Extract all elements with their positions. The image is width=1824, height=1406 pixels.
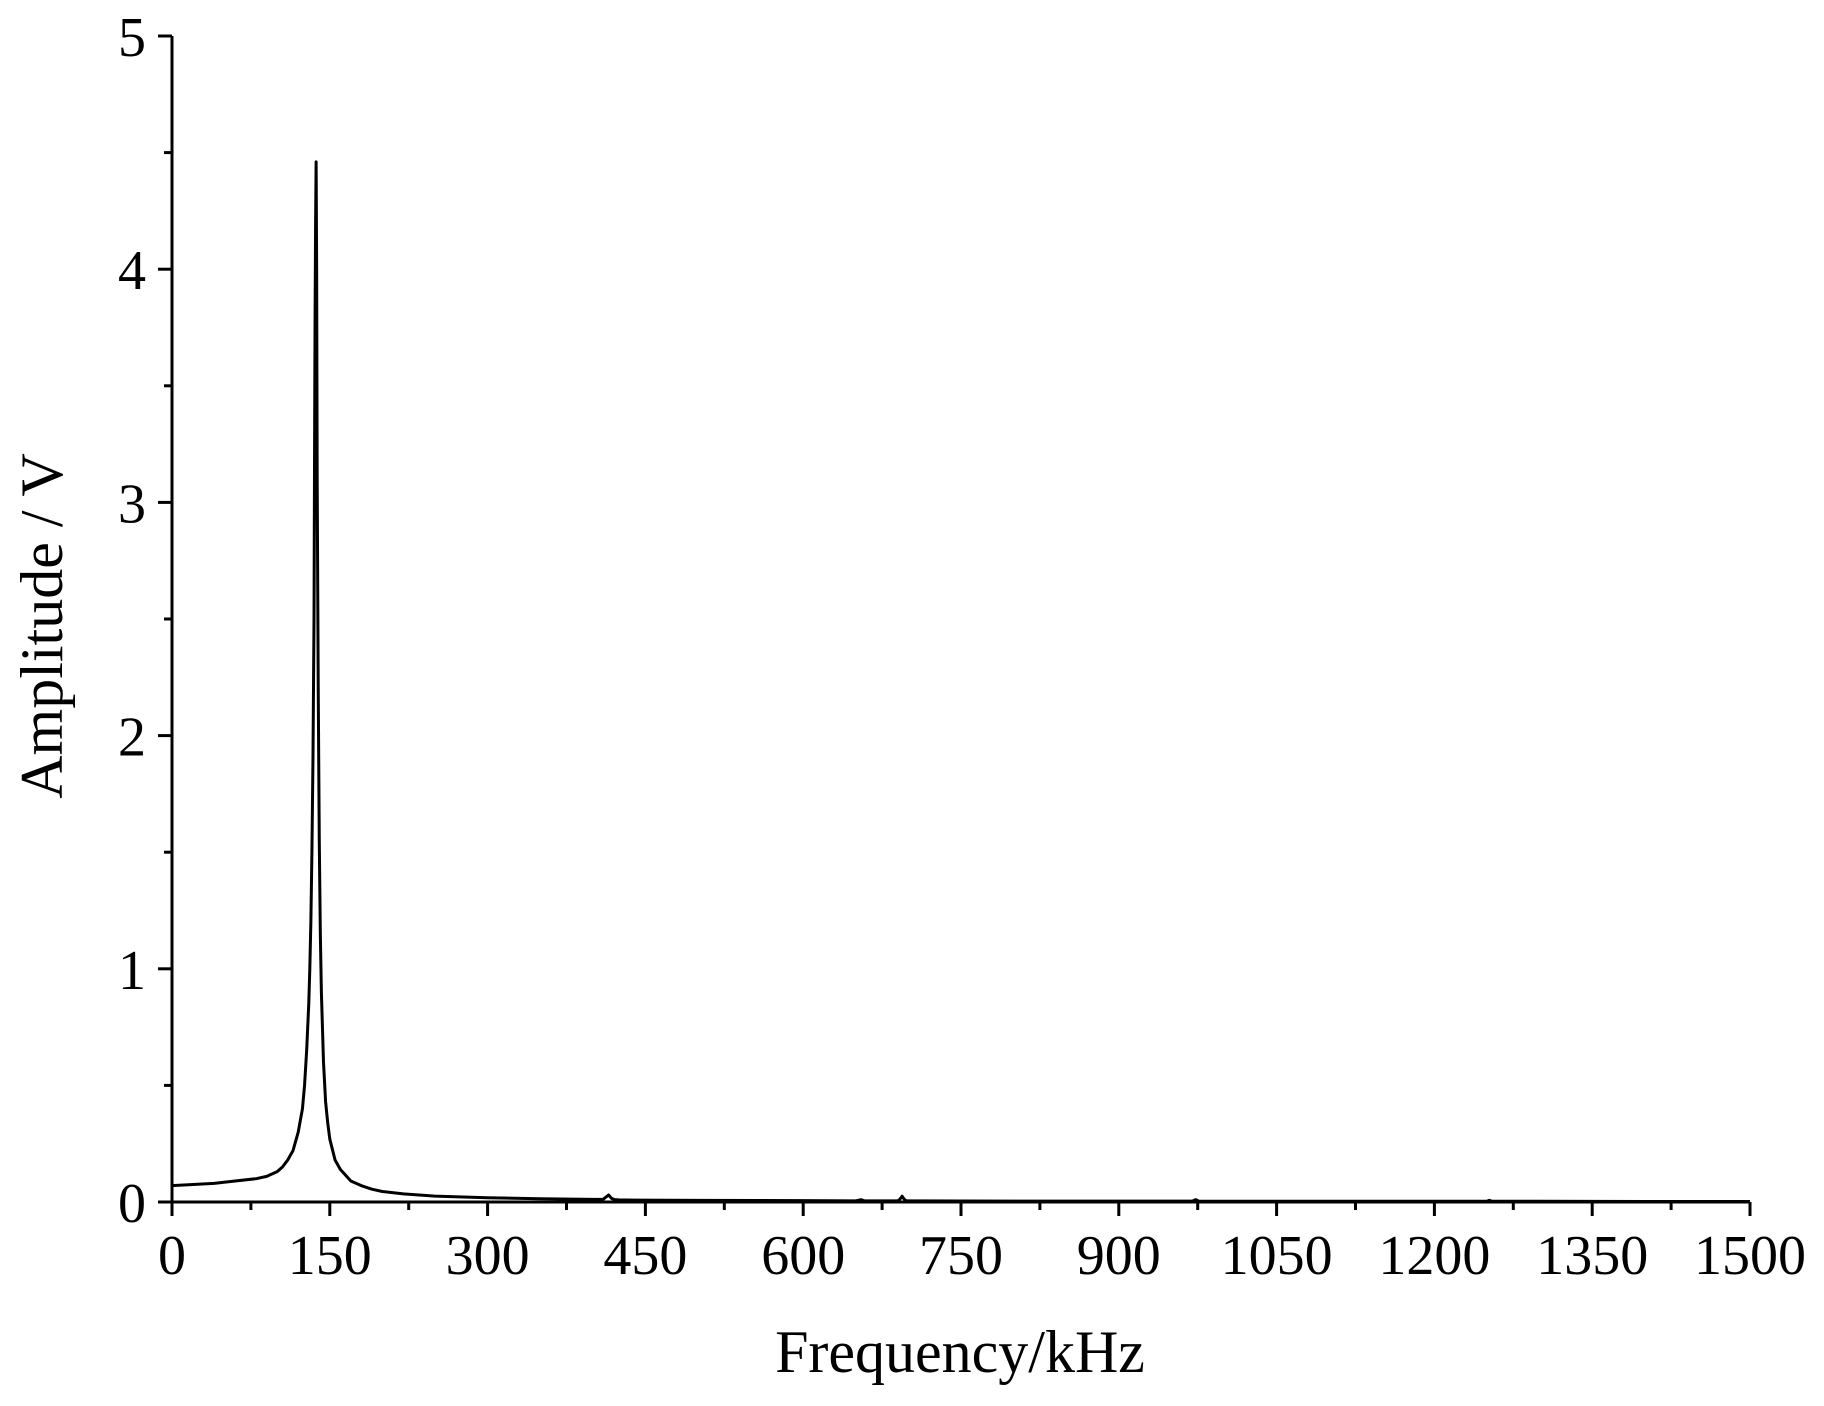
- x-tick-label: 1500: [1694, 1225, 1806, 1287]
- series-group: [171, 160, 1750, 1204]
- x-tick-label: 450: [603, 1225, 687, 1287]
- y-tick-label: 5: [118, 7, 146, 69]
- x-tick-label: 600: [761, 1225, 845, 1287]
- x-tick-label: 150: [288, 1225, 372, 1287]
- x-tick-label: 1200: [1378, 1225, 1490, 1287]
- x-tick-label: 1350: [1536, 1225, 1648, 1287]
- x-axis-label: Frequency/kHz: [775, 1319, 1145, 1385]
- y-axis: 0 1 2 3 4 5: [118, 7, 174, 1235]
- series-line: [171, 160, 1750, 1204]
- y-tick-label: 3: [118, 473, 146, 535]
- x-axis: 0 150 300 450 600 750 900 1050 1200 1350 1500: [158, 1200, 1806, 1287]
- x-tick-label: 0: [158, 1225, 186, 1287]
- y-tick-label: 4: [118, 240, 146, 302]
- y-tick-label: 2: [118, 707, 146, 769]
- x-tick-label: 1050: [1221, 1225, 1333, 1287]
- y-tick-label: 1: [118, 940, 146, 1002]
- y-tick-label: 0: [118, 1173, 146, 1235]
- y-axis-label: Amplitude / V: [9, 453, 75, 799]
- x-tick-label: 300: [446, 1225, 530, 1287]
- x-tick-label: 900: [1077, 1225, 1161, 1287]
- x-tick-label: 750: [919, 1225, 1003, 1287]
